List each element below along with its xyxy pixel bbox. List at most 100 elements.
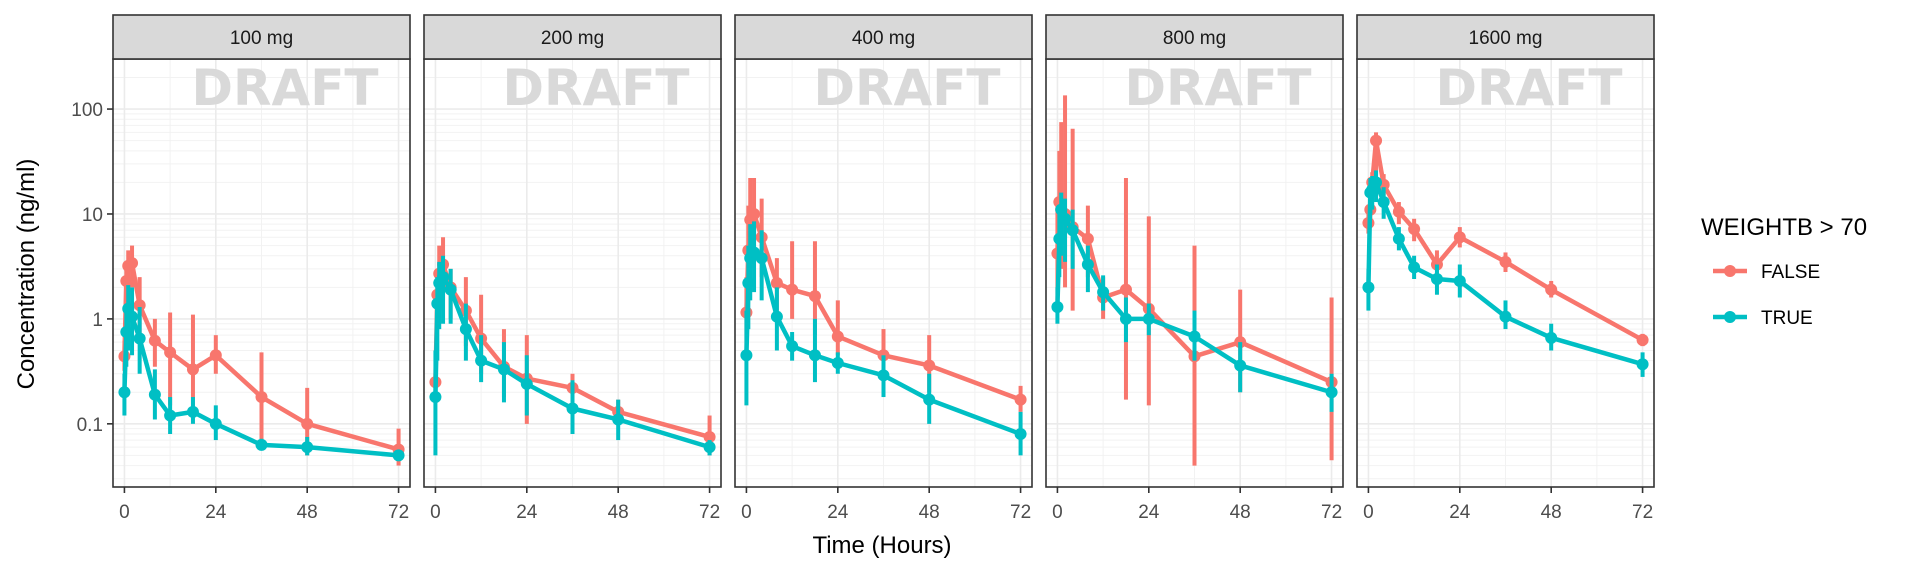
y-tick-label: 10 xyxy=(82,205,103,226)
data-point xyxy=(1014,427,1027,440)
panel-0: DRAFT 100 mg 0 24 48 72 0.1 1 10 100 xyxy=(71,14,411,523)
legend-label: TRUE xyxy=(1761,308,1813,329)
data-point xyxy=(831,356,844,369)
x-tick-label: 48 xyxy=(608,502,629,523)
facet-strip xyxy=(1045,14,1344,60)
data-point xyxy=(1430,273,1443,286)
data-point xyxy=(877,369,890,382)
data-point xyxy=(1408,222,1421,235)
draft-watermark: DRAFT xyxy=(814,59,1001,117)
data-point xyxy=(301,441,314,454)
panel-1: DRAFT 200 mg 0 24 48 72 xyxy=(423,14,722,523)
data-point xyxy=(1370,176,1383,189)
legend-key-point xyxy=(1724,265,1736,277)
x-tick-label: 24 xyxy=(205,502,227,523)
x-tick-label: 0 xyxy=(741,502,752,523)
data-point xyxy=(520,377,533,390)
x-tick-label: 24 xyxy=(516,502,538,523)
data-point xyxy=(808,290,821,303)
data-point xyxy=(755,252,768,265)
data-point xyxy=(786,283,799,296)
data-point xyxy=(742,276,755,289)
legend-title: WEIGHTB > 70 xyxy=(1701,214,1867,241)
draft-watermark: DRAFT xyxy=(503,59,690,117)
x-tick-label: 48 xyxy=(297,502,318,523)
panel-3: DRAFT 800 mg 0 24 48 72 xyxy=(1045,14,1344,523)
data-point xyxy=(786,340,799,353)
x-tick-label: 24 xyxy=(1138,502,1160,523)
data-point xyxy=(1119,312,1132,325)
data-point xyxy=(120,274,133,287)
x-tick-label: 0 xyxy=(119,502,130,523)
x-tick-label: 0 xyxy=(430,502,441,523)
data-point xyxy=(703,430,716,443)
data-point xyxy=(770,276,783,289)
data-point xyxy=(1097,286,1110,299)
data-point xyxy=(209,349,222,362)
draft-watermark: DRAFT xyxy=(1125,59,1312,117)
data-point xyxy=(1370,134,1383,147)
legend-key-point xyxy=(1724,311,1736,323)
legend-entry-true: TRUE xyxy=(1713,308,1813,329)
data-point xyxy=(1408,261,1421,274)
x-tick-label: 24 xyxy=(1449,502,1471,523)
data-point xyxy=(1325,386,1338,399)
data-point xyxy=(1453,231,1466,244)
panel-2: DRAFT 400 mg 0 24 48 72 xyxy=(734,14,1033,523)
draft-watermark: DRAFT xyxy=(192,59,379,117)
data-point xyxy=(1081,258,1094,271)
data-point xyxy=(1377,196,1390,209)
series-true xyxy=(118,285,405,462)
data-point xyxy=(301,417,314,430)
data-point xyxy=(126,310,139,323)
legend: WEIGHTB > 70 FALSE TRUE xyxy=(1701,214,1867,329)
data-point xyxy=(1545,331,1558,344)
data-point xyxy=(1188,330,1201,343)
legend-label: FALSE xyxy=(1761,262,1820,283)
data-point xyxy=(612,413,625,426)
data-point xyxy=(148,334,161,347)
facet-strip-label: 800 mg xyxy=(1163,28,1226,49)
data-point xyxy=(1014,393,1027,406)
data-point xyxy=(459,323,472,336)
data-point xyxy=(1119,283,1132,296)
data-point xyxy=(770,310,783,323)
data-point xyxy=(118,386,131,399)
x-tick-label: 72 xyxy=(1632,502,1653,523)
data-point xyxy=(1055,203,1068,216)
data-point xyxy=(164,409,177,422)
data-point xyxy=(148,388,161,401)
data-point xyxy=(255,438,268,451)
x-tick-label: 72 xyxy=(699,502,720,523)
data-point xyxy=(1362,281,1375,294)
data-point xyxy=(831,330,844,343)
facet-strip-label: 1600 mg xyxy=(1469,28,1543,49)
x-tick-label: 0 xyxy=(1363,502,1374,523)
x-axis-title: Time (Hours) xyxy=(812,532,951,559)
data-point xyxy=(186,405,199,418)
data-point xyxy=(120,326,133,339)
data-point xyxy=(1545,283,1558,296)
x-tick-label: 48 xyxy=(1230,502,1251,523)
legend-entry-false: FALSE xyxy=(1713,262,1820,283)
data-point xyxy=(431,297,444,310)
x-tick-label: 48 xyxy=(1541,502,1562,523)
series-true xyxy=(429,255,716,456)
data-point xyxy=(1636,358,1649,371)
data-point xyxy=(1392,232,1405,245)
x-tick-label: 72 xyxy=(1321,502,1342,523)
facet-strip-label: 200 mg xyxy=(541,28,604,49)
x-tick-label: 0 xyxy=(1052,502,1063,523)
data-point xyxy=(808,349,821,362)
facet-strip xyxy=(112,14,411,60)
data-point xyxy=(1081,232,1094,245)
data-point xyxy=(1059,212,1072,225)
y-tick-label: 100 xyxy=(71,100,103,121)
x-tick-label: 48 xyxy=(919,502,940,523)
facet-strip-label: 100 mg xyxy=(230,28,293,49)
data-point xyxy=(1499,310,1512,323)
data-point xyxy=(748,207,761,220)
data-point xyxy=(923,393,936,406)
data-point xyxy=(1051,300,1064,313)
